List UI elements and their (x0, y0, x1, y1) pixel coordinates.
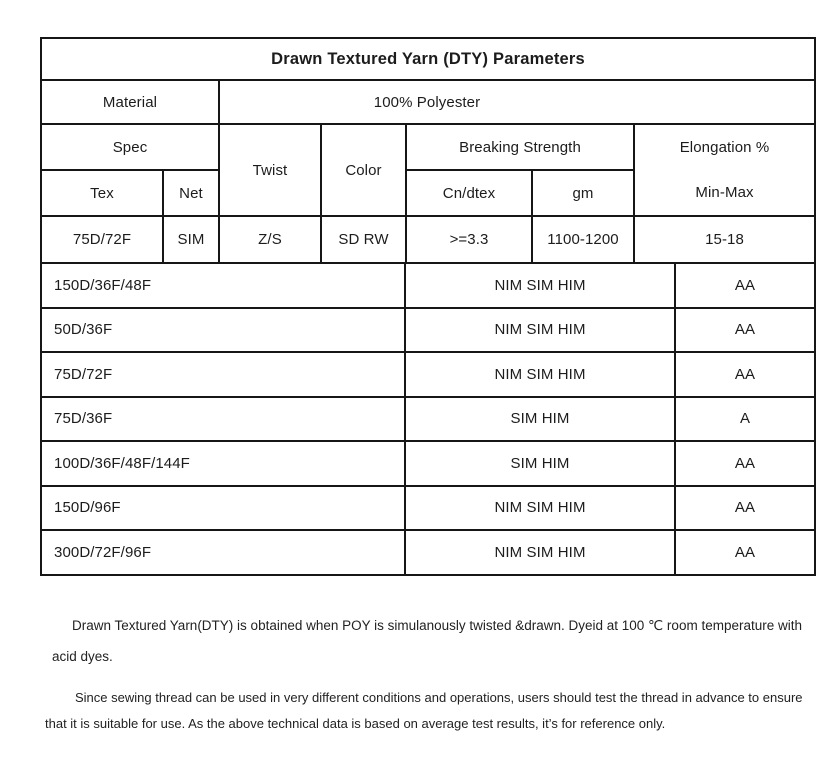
spec-cell: 150D/96F (40, 484, 406, 531)
grade-cell: AA (674, 306, 816, 353)
dty-spec-rows-table: 150D/36F/48F NIM SIM HIM AA 50D/36F NIM … (40, 262, 816, 576)
primary-spec-elongation: 15-18 (632, 215, 817, 264)
table-row: 100D/36F/48F/144F SIM HIM AA (40, 440, 816, 487)
spec-cell: 150D/36F/48F (40, 262, 406, 309)
spec-cell: 50D/36F (40, 306, 406, 353)
spec-cell: 75D/72F (40, 351, 406, 398)
grade-cell: AA (674, 351, 816, 398)
types-cell: SIM HIM (404, 395, 676, 442)
header-net: Net (162, 169, 220, 217)
types-cell: NIM SIM HIM (404, 529, 676, 576)
table-row: 300D/72F/96F NIM SIM HIM AA (40, 529, 816, 576)
primary-spec-color: SD RW (320, 215, 407, 264)
spec-cell: 100D/36F/48F/144F (40, 440, 406, 487)
grade-cell: AA (674, 484, 816, 531)
table-row: 150D/96F NIM SIM HIM AA (40, 484, 816, 531)
footnote-disclaimer: Since sewing thread can be used in very … (45, 690, 803, 731)
spec-cell: 75D/36F (40, 395, 406, 442)
types-cell: NIM SIM HIM (404, 306, 676, 353)
types-cell: NIM SIM HIM (404, 262, 676, 309)
dty-parameters-table-header: Drawn Textured Yarn (DTY) Parameters Mat… (39, 37, 817, 264)
table-row: 75D/36F SIM HIM A (40, 395, 816, 442)
header-tex: Tex (40, 169, 164, 217)
header-gm: gm (531, 169, 635, 217)
footnote-dyeing: Drawn Textured Yarn(DTY) is obtained whe… (52, 617, 802, 665)
grade-cell: AA (674, 529, 816, 576)
types-cell: NIM SIM HIM (404, 351, 676, 398)
elongation-lines: Elongation % Min-Max (636, 126, 813, 214)
header-breaking-strength: Breaking Strength (405, 123, 635, 171)
table-row: 150D/36F/48F NIM SIM HIM AA (40, 262, 816, 309)
table-row: 50D/36F NIM SIM HIM AA (40, 306, 816, 353)
table-title: Drawn Textured Yarn (DTY) Parameters (39, 37, 817, 81)
types-cell: NIM SIM HIM (404, 484, 676, 531)
grade-cell: AA (674, 262, 816, 309)
header-twist: Twist (218, 123, 322, 217)
header-color: Color (320, 123, 407, 217)
material-label: Material (40, 79, 220, 125)
table-row: Spec Twist Color Breaking Strength Elong… (40, 123, 817, 217)
header-elongation: Elongation % (679, 139, 770, 156)
header-cn-dtex: Cn/dtex (405, 169, 533, 217)
spec-sheet: Drawn Textured Yarn (DTY) Parameters Mat… (39, 37, 817, 576)
header-min-max: Min-Max (695, 184, 754, 201)
table-row: 75D/72F SIM Z/S SD RW >=3.3 1100-1200 15… (40, 215, 817, 264)
table-row: Material 100% Polyester (40, 79, 817, 125)
types-cell: SIM HIM (404, 440, 676, 487)
primary-spec-gm: 1100-1200 (531, 215, 635, 264)
primary-spec-cn-dtex: >=3.3 (405, 215, 533, 264)
header-elongation-cell: Elongation % Min-Max (632, 123, 817, 217)
table-row: 75D/72F NIM SIM HIM AA (40, 351, 816, 398)
table-row: Tex Net Cn/dtex gm (40, 169, 815, 217)
table-row: Drawn Textured Yarn (DTY) Parameters (39, 37, 817, 81)
grade-cell: A (674, 395, 816, 442)
header-spec: Spec (40, 123, 220, 171)
primary-spec-net: SIM (162, 215, 220, 264)
spec-cell: 300D/72F/96F (40, 529, 406, 576)
material-empty-cell (634, 79, 817, 125)
primary-spec-twist: Z/S (218, 215, 322, 264)
material-value: 100% Polyester (218, 79, 634, 125)
grade-cell: AA (674, 440, 816, 487)
primary-spec-tex: 75D/72F (40, 215, 164, 264)
